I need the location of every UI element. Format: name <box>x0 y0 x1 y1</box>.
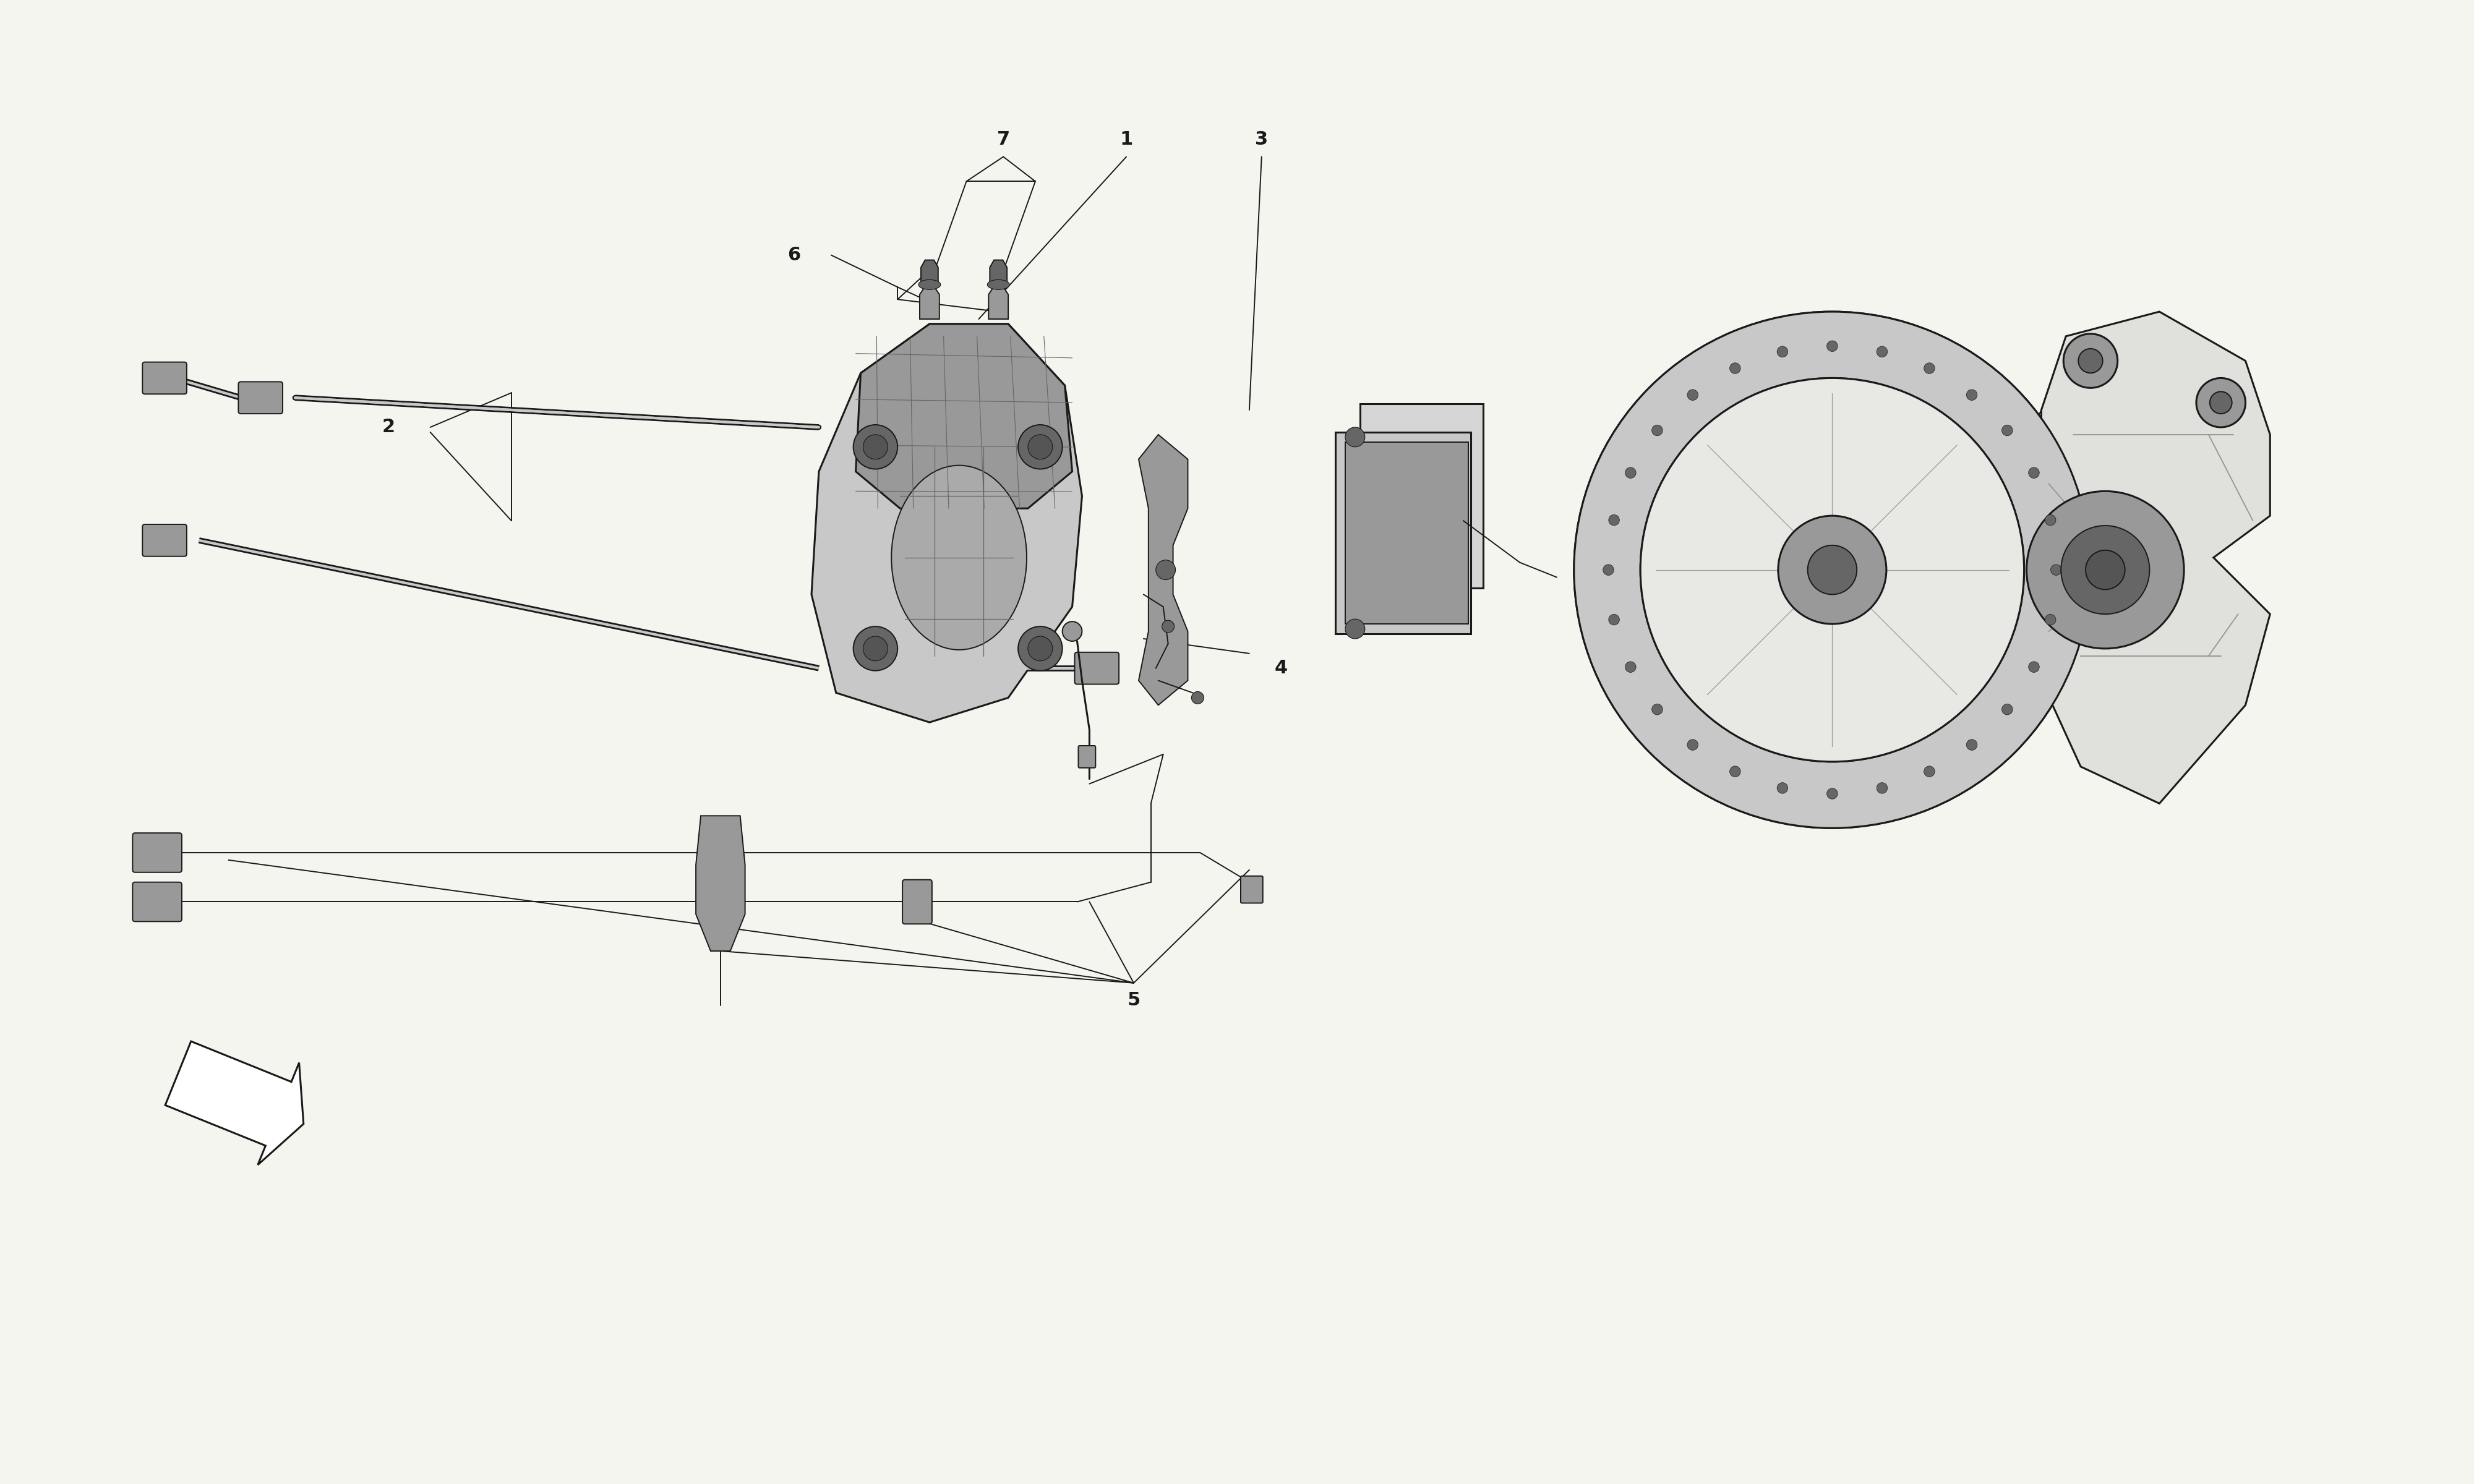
Text: 5: 5 <box>1128 991 1141 1009</box>
Circle shape <box>1608 614 1620 625</box>
Circle shape <box>1640 378 2024 761</box>
FancyBboxPatch shape <box>143 362 186 395</box>
Circle shape <box>1608 515 1620 525</box>
Circle shape <box>1826 788 1838 798</box>
Circle shape <box>1603 564 1613 576</box>
FancyBboxPatch shape <box>143 524 186 556</box>
Polygon shape <box>1361 404 1482 588</box>
Circle shape <box>2026 491 2185 649</box>
Polygon shape <box>856 324 1071 509</box>
Polygon shape <box>1138 435 1188 705</box>
Circle shape <box>1687 739 1697 751</box>
Text: 7: 7 <box>997 131 1009 148</box>
Circle shape <box>1776 346 1789 358</box>
Circle shape <box>1346 619 1366 638</box>
Circle shape <box>2061 525 2150 614</box>
Circle shape <box>2046 515 2056 525</box>
Circle shape <box>1346 427 1366 447</box>
Ellipse shape <box>987 279 1009 289</box>
Circle shape <box>1729 364 1742 374</box>
Polygon shape <box>166 1042 304 1165</box>
Text: 3: 3 <box>1254 131 1269 148</box>
Polygon shape <box>1346 442 1467 623</box>
Circle shape <box>1625 467 1635 478</box>
Circle shape <box>1019 626 1061 671</box>
Text: 6: 6 <box>787 246 802 264</box>
Circle shape <box>2046 614 2056 625</box>
Circle shape <box>1019 424 1061 469</box>
Circle shape <box>2029 662 2039 672</box>
Circle shape <box>1925 364 1935 374</box>
Circle shape <box>863 637 888 660</box>
Circle shape <box>854 424 898 469</box>
Ellipse shape <box>1163 620 1175 632</box>
Circle shape <box>2051 564 2061 576</box>
Circle shape <box>2001 703 2014 715</box>
FancyBboxPatch shape <box>1074 653 1118 684</box>
Circle shape <box>2063 334 2118 387</box>
Circle shape <box>1779 516 1885 623</box>
Circle shape <box>1573 312 2091 828</box>
Circle shape <box>2197 378 2246 427</box>
Circle shape <box>1925 766 1935 778</box>
Polygon shape <box>2041 312 2271 803</box>
Ellipse shape <box>1061 622 1081 641</box>
FancyBboxPatch shape <box>134 881 181 922</box>
Wedge shape <box>1573 312 2091 828</box>
Circle shape <box>1027 435 1051 459</box>
Circle shape <box>2086 551 2125 589</box>
FancyBboxPatch shape <box>903 880 933 925</box>
Polygon shape <box>990 286 1009 319</box>
Circle shape <box>863 435 888 459</box>
Polygon shape <box>990 260 1007 286</box>
Text: 4: 4 <box>1274 659 1289 677</box>
Circle shape <box>1808 545 1858 595</box>
Circle shape <box>1967 389 1977 401</box>
Circle shape <box>1826 341 1838 352</box>
Circle shape <box>2001 424 2014 436</box>
FancyBboxPatch shape <box>238 381 282 414</box>
Ellipse shape <box>891 466 1027 650</box>
Circle shape <box>2029 467 2039 478</box>
Text: 1: 1 <box>1121 131 1133 148</box>
FancyBboxPatch shape <box>1239 876 1262 904</box>
Circle shape <box>1625 662 1635 672</box>
Circle shape <box>2078 349 2103 372</box>
Circle shape <box>1729 766 1742 778</box>
Polygon shape <box>920 286 940 319</box>
Circle shape <box>1878 346 1888 358</box>
Circle shape <box>1878 782 1888 794</box>
FancyBboxPatch shape <box>1079 745 1096 767</box>
Circle shape <box>2209 392 2232 414</box>
Circle shape <box>1653 703 1663 715</box>
FancyBboxPatch shape <box>134 833 181 873</box>
Ellipse shape <box>1155 559 1175 580</box>
Ellipse shape <box>918 279 940 289</box>
Circle shape <box>1027 637 1051 660</box>
Polygon shape <box>920 260 938 286</box>
Circle shape <box>1687 389 1697 401</box>
Circle shape <box>1967 739 1977 751</box>
Circle shape <box>854 626 898 671</box>
Text: 2: 2 <box>381 418 396 436</box>
Polygon shape <box>695 816 745 951</box>
Circle shape <box>1653 424 1663 436</box>
Polygon shape <box>811 324 1081 723</box>
Polygon shape <box>1336 432 1470 634</box>
Circle shape <box>1776 782 1789 794</box>
Ellipse shape <box>1192 692 1205 703</box>
